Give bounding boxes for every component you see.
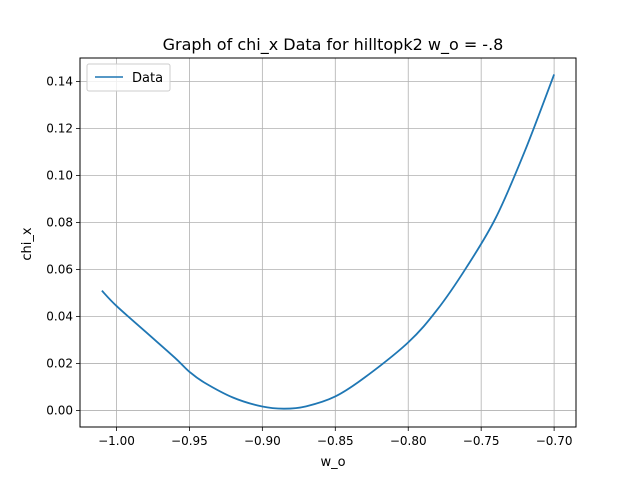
x-tick-label: −1.00 bbox=[98, 434, 135, 448]
x-tick-label: −0.70 bbox=[536, 434, 573, 448]
x-tick-label: −0.85 bbox=[317, 434, 354, 448]
x-tick-label: −0.80 bbox=[390, 434, 427, 448]
x-axis-label: w_o bbox=[320, 455, 345, 470]
chart-title: Graph of chi_x Data for hilltopk2 w_o = … bbox=[163, 35, 504, 55]
series-layer bbox=[101, 74, 555, 410]
legend-label-data: Data bbox=[132, 71, 163, 86]
x-tick-label: −0.95 bbox=[171, 434, 208, 448]
y-tick-label: 0.10 bbox=[46, 169, 73, 183]
legend: Data bbox=[86, 63, 171, 92]
grid-layer bbox=[80, 58, 576, 427]
x-tick-label: −0.75 bbox=[463, 434, 500, 448]
y-tick-label: 0.00 bbox=[46, 404, 73, 418]
x-tick-label: −0.90 bbox=[244, 434, 281, 448]
y-tick-label: 0.08 bbox=[46, 216, 73, 230]
series-line-data bbox=[101, 74, 555, 410]
y-tick-label: 0.04 bbox=[46, 310, 73, 324]
y-tick-label: 0.14 bbox=[46, 75, 73, 89]
plot-frame bbox=[79, 57, 577, 428]
legend-box bbox=[86, 63, 171, 92]
tick-layer: −1.00 −0.95 −0.90 −0.85 −0.80 −0.75 −0.70 0.00 0… bbox=[46, 75, 572, 448]
y-tick-label: 0.12 bbox=[46, 122, 73, 136]
y-tick-label: 0.02 bbox=[46, 357, 73, 371]
y-axis-label: chi_x bbox=[20, 227, 35, 260]
y-tick-label: 0.06 bbox=[46, 263, 73, 277]
